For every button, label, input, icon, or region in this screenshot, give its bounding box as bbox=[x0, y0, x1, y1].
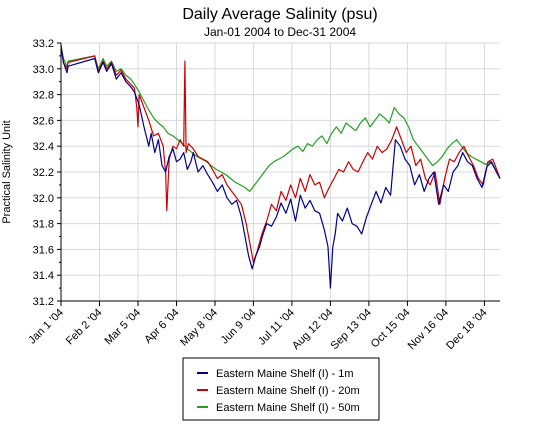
y-tick-label: 33.2 bbox=[33, 38, 54, 50]
series-line-1 bbox=[60, 45, 501, 263]
series-line-0 bbox=[60, 45, 501, 289]
legend-label-20m: Eastern Maine Shelf (I) - 20m bbox=[216, 385, 360, 397]
chart-subtitle: Jan-01 2004 to Dec-31 2004 bbox=[204, 25, 356, 39]
axes bbox=[57, 42, 500, 306]
grid-lines bbox=[60, 42, 500, 302]
series-line-2 bbox=[60, 45, 501, 192]
y-tick-label: 31.4 bbox=[33, 270, 54, 282]
legend-label-50m: Eastern Maine Shelf (I) - 50m bbox=[216, 402, 360, 414]
y-axis-label: Practical Salinity Unit bbox=[1, 120, 13, 223]
y-tick-label: 32.4 bbox=[33, 141, 54, 153]
legend: Eastern Maine Shelf (I) - 1m Eastern Mai… bbox=[182, 357, 380, 421]
legend-label-1m: Eastern Maine Shelf (I) - 1m bbox=[216, 368, 354, 380]
y-tick-label: 31.6 bbox=[33, 244, 54, 256]
y-tick-label: 33.0 bbox=[33, 64, 54, 76]
legend-box bbox=[182, 357, 380, 421]
y-tick-labels: 31.2 31.4 31.6 31.8 32.0 32.2 32.4 32.6 32.8 33.0… bbox=[33, 38, 54, 308]
chart-title: Daily Average Salinity (psu) bbox=[182, 6, 377, 23]
y-tick-label: 32.8 bbox=[33, 90, 54, 102]
y-tick-label: 31.8 bbox=[33, 219, 54, 231]
y-tick-label: 32.0 bbox=[33, 193, 54, 205]
y-tick-label: 32.2 bbox=[33, 167, 54, 179]
y-tick-label: 31.2 bbox=[33, 296, 54, 308]
series-lines bbox=[60, 45, 501, 289]
y-tick-label: 32.6 bbox=[33, 115, 54, 127]
